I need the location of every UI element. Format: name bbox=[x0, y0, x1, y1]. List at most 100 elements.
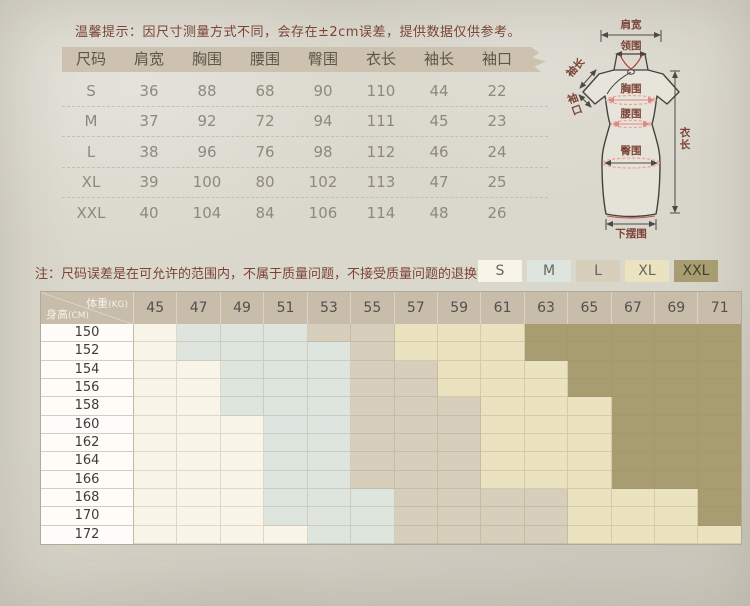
matrix-cell bbox=[611, 525, 656, 544]
matrix-cell bbox=[220, 324, 265, 343]
size-table-cell: 38 bbox=[139, 142, 159, 161]
size-table-cell: 26 bbox=[487, 203, 507, 222]
matrix-cell bbox=[177, 470, 221, 489]
matrix-weight-header: 47 bbox=[177, 292, 221, 324]
matrix-cell bbox=[394, 433, 438, 453]
matrix-cell bbox=[611, 360, 656, 379]
size-table-header: 尺码 肩宽 胸围 腰围 臀围 衣长 袖长 袖口 bbox=[62, 47, 547, 72]
matrix-cell bbox=[134, 470, 178, 489]
legend-swatch-xl: XL bbox=[625, 260, 669, 282]
matrix-cell bbox=[524, 525, 569, 544]
matrix-cell bbox=[220, 397, 265, 416]
size-table-cell: 84 bbox=[255, 203, 275, 222]
matrix-weight-header: 69 bbox=[655, 292, 699, 324]
matrix-cell bbox=[568, 507, 612, 526]
matrix-cell bbox=[524, 470, 569, 489]
matrix-cell bbox=[524, 360, 569, 379]
matrix-cell bbox=[351, 452, 395, 471]
matrix-cell bbox=[437, 397, 482, 416]
matrix-cell bbox=[307, 360, 352, 379]
collar-outline bbox=[613, 53, 649, 71]
size-table-cell: 90 bbox=[313, 81, 333, 100]
matrix-cell bbox=[220, 452, 265, 471]
matrix-cell bbox=[264, 415, 308, 434]
matrix-row: 170 bbox=[41, 507, 741, 526]
matrix-cell bbox=[394, 470, 438, 489]
matrix-cell bbox=[220, 488, 265, 508]
matrix-cell bbox=[220, 433, 265, 453]
matrix-cell bbox=[437, 452, 482, 471]
matrix-cell bbox=[611, 397, 656, 416]
matrix-cell bbox=[177, 488, 221, 508]
matrix-cell bbox=[698, 397, 741, 416]
size-table-header-cell: 腰围 bbox=[249, 50, 280, 68]
matrix-cell bbox=[394, 525, 438, 544]
matrix-cell bbox=[698, 452, 741, 471]
size-table: 尺码 肩宽 胸围 腰围 臀围 衣长 袖长 袖口 S 36 88 68 90 110 44 22 M 37 92 72… bbox=[62, 47, 548, 228]
matrix-cell bbox=[177, 452, 221, 471]
matrix-corner-cell: 体重(KG) 身高(CM) bbox=[41, 292, 134, 324]
matrix-cell bbox=[655, 452, 699, 471]
matrix-cell bbox=[351, 433, 395, 453]
matrix-cell bbox=[177, 360, 221, 379]
sleeve-length-arrow bbox=[579, 69, 597, 89]
matrix-height-label: 162 bbox=[41, 433, 134, 453]
matrix-cell bbox=[611, 324, 656, 343]
size-table-cell: 22 bbox=[487, 81, 507, 100]
matrix-height-label: 156 bbox=[41, 378, 134, 398]
matrix-cell bbox=[481, 488, 525, 508]
matrix-cell bbox=[351, 507, 395, 526]
matrix-cell bbox=[394, 415, 438, 434]
hem-trim bbox=[606, 215, 656, 219]
size-table-header-cell: 臀围 bbox=[307, 50, 338, 68]
matrix-cell bbox=[524, 433, 569, 453]
matrix-height-label: 150 bbox=[41, 324, 134, 343]
matrix-cell bbox=[655, 378, 699, 398]
note-text: 注：尺码误差是在可允许的范围内，不属于质量问题，不接受质量问题的退换货 bbox=[35, 267, 491, 282]
size-table-cell: 45 bbox=[429, 112, 449, 131]
size-table-cell: 76 bbox=[255, 142, 275, 161]
matrix-cell bbox=[524, 452, 569, 471]
matrix-cell bbox=[134, 525, 178, 544]
matrix-cell bbox=[524, 378, 569, 398]
size-table-cell: 36 bbox=[139, 81, 159, 100]
matrix-weight-header: 51 bbox=[264, 292, 308, 324]
hip-ellipse bbox=[601, 157, 661, 169]
matrix-cell bbox=[394, 324, 438, 343]
matrix-cell bbox=[524, 324, 569, 343]
size-table-cell: 46 bbox=[429, 142, 449, 161]
matrix-cell bbox=[351, 378, 395, 398]
matrix-cell bbox=[568, 360, 612, 379]
matrix-cell bbox=[307, 342, 352, 361]
size-table-row: M 37 92 72 94 111 45 23 bbox=[62, 107, 548, 137]
matrix-row: 162 bbox=[41, 433, 741, 453]
matrix-cell bbox=[568, 378, 612, 398]
matrix-cell bbox=[134, 433, 178, 453]
matrix-cell bbox=[220, 507, 265, 526]
matrix-cell bbox=[655, 397, 699, 416]
matrix-cell bbox=[437, 470, 482, 489]
matrix-cell bbox=[394, 452, 438, 471]
tip-text: 温馨提示：因尺寸测量方式不同，会存在±2cm误差，提供数据仅供参考。 bbox=[75, 25, 521, 40]
matrix-cell bbox=[220, 525, 265, 544]
matrix-cell bbox=[264, 324, 308, 343]
matrix-cell bbox=[177, 433, 221, 453]
bust-ellipse bbox=[605, 94, 657, 106]
matrix-height-label: 168 bbox=[41, 488, 134, 508]
size-table-cell: L bbox=[86, 142, 96, 161]
matrix-cell bbox=[264, 378, 308, 398]
matrix-row: 166 bbox=[41, 470, 741, 489]
size-table-cell: 96 bbox=[197, 142, 217, 161]
matrix-cell bbox=[351, 360, 395, 379]
matrix-cell bbox=[568, 342, 612, 361]
matrix-weight-header: 57 bbox=[395, 292, 438, 324]
matrix-cell bbox=[568, 397, 612, 416]
matrix-cell bbox=[177, 525, 221, 544]
matrix-cell bbox=[351, 324, 395, 343]
size-table-header-cell: 袖口 bbox=[481, 50, 512, 68]
dress-measurement-diagram: 肩宽 领围 袖长 袖口 胸围 腰围 臀围 bbox=[564, 18, 691, 240]
matrix-weight-header: 53 bbox=[308, 292, 352, 324]
matrix-height-label: 154 bbox=[41, 360, 134, 379]
matrix-row: 160 bbox=[41, 415, 741, 434]
size-table-cell: 113 bbox=[366, 173, 396, 192]
